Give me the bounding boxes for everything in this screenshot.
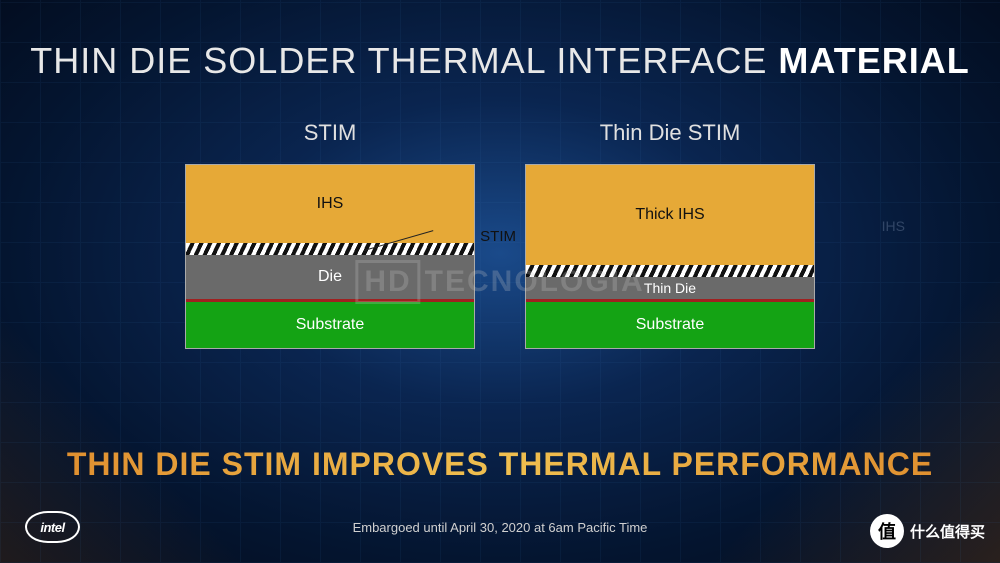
stim-pointer-label: STIM [480, 228, 516, 245]
thin-substrate-label: Substrate [636, 316, 704, 334]
diagrams-container: STIM IHS STIM Die Substrate Thin Die STI… [0, 120, 1000, 349]
thin-stim-hatch-layer [526, 265, 814, 277]
thick-ihs-label: Thick IHS [635, 206, 704, 224]
title-thin-part: THIN DIE SOLDER THERMAL INTERFACE [30, 40, 778, 81]
badge-circle-icon: 值 [870, 514, 904, 548]
corner-badge: 值 什么值得买 [870, 514, 985, 548]
main-title: THIN DIE SOLDER THERMAL INTERFACE MATERI… [0, 40, 1000, 82]
diagram-thin-title: Thin Die STIM [600, 120, 741, 146]
intel-logo-text: intel [40, 520, 64, 535]
title-bold-part: MATERIAL [778, 40, 969, 81]
diagram-stim: STIM IHS STIM Die Substrate [185, 120, 475, 349]
die-layer: Die [186, 255, 474, 299]
embargo-text: Embargoed until April 30, 2020 at 6am Pa… [0, 520, 1000, 535]
diagram-stim-title: STIM [304, 120, 357, 146]
badge-text: 什么值得买 [910, 521, 985, 542]
ihs-label: IHS [317, 195, 344, 213]
thin-die-label: Thin Die [644, 280, 696, 296]
bottom-title-text: THIN DIE STIM IMPROVES THERMAL PERFORMAN… [67, 446, 933, 482]
die-label: Die [318, 268, 342, 286]
thin-die-layer: Thin Die [526, 277, 814, 299]
diagram-thin-die-stim: Thin Die STIM Thick IHS Thin Die Substra… [525, 120, 815, 349]
substrate-layer: Substrate [186, 302, 474, 348]
substrate-label: Substrate [296, 316, 364, 334]
thick-ihs-layer: Thick IHS [526, 165, 814, 265]
bottom-title: THIN DIE STIM IMPROVES THERMAL PERFORMAN… [0, 446, 1000, 483]
intel-logo: intel [25, 511, 80, 543]
diagram-thin-box: Thick IHS Thin Die Substrate [525, 164, 815, 349]
thin-substrate-layer: Substrate [526, 302, 814, 348]
diagram-stim-box: IHS STIM Die Substrate [185, 164, 475, 349]
stim-hatch-layer [186, 243, 474, 255]
